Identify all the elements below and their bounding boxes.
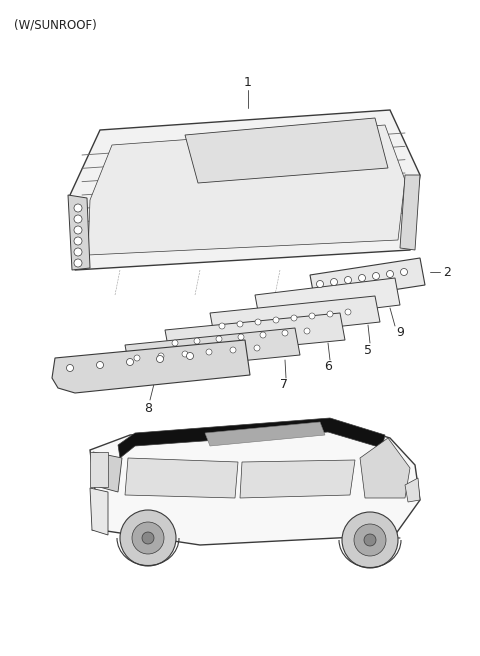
Polygon shape — [68, 195, 90, 270]
Circle shape — [400, 268, 408, 276]
Circle shape — [291, 315, 297, 321]
Circle shape — [216, 336, 222, 342]
Circle shape — [187, 352, 193, 359]
Circle shape — [359, 274, 365, 281]
Polygon shape — [185, 118, 388, 183]
Polygon shape — [210, 296, 380, 340]
Circle shape — [237, 321, 243, 327]
Circle shape — [142, 532, 154, 544]
Text: 1: 1 — [244, 77, 252, 89]
Circle shape — [238, 334, 244, 340]
Polygon shape — [70, 110, 420, 270]
Polygon shape — [52, 340, 250, 393]
Text: 5: 5 — [364, 344, 372, 356]
Circle shape — [372, 272, 380, 279]
Circle shape — [364, 534, 376, 546]
Circle shape — [206, 349, 212, 355]
Circle shape — [74, 237, 82, 245]
Polygon shape — [405, 478, 420, 502]
Circle shape — [120, 510, 176, 566]
Circle shape — [182, 351, 188, 357]
Circle shape — [273, 317, 279, 323]
Circle shape — [255, 319, 261, 325]
Circle shape — [331, 279, 337, 285]
Polygon shape — [88, 125, 405, 255]
Text: 6: 6 — [324, 361, 332, 373]
Text: 2: 2 — [443, 266, 451, 279]
Circle shape — [219, 323, 225, 329]
Polygon shape — [92, 452, 122, 492]
Circle shape — [354, 524, 386, 556]
Circle shape — [132, 522, 164, 554]
Polygon shape — [165, 313, 345, 357]
Polygon shape — [90, 488, 108, 535]
Circle shape — [74, 204, 82, 212]
Polygon shape — [255, 278, 400, 322]
Circle shape — [260, 332, 266, 338]
Polygon shape — [360, 438, 410, 498]
Polygon shape — [125, 328, 300, 372]
Polygon shape — [125, 458, 238, 498]
Circle shape — [74, 259, 82, 267]
Circle shape — [74, 215, 82, 223]
Circle shape — [156, 356, 164, 363]
Circle shape — [304, 328, 310, 334]
Circle shape — [342, 512, 398, 568]
Polygon shape — [310, 258, 425, 302]
Circle shape — [327, 311, 333, 317]
Text: (W/SUNROOF): (W/SUNROOF) — [14, 18, 97, 31]
Circle shape — [96, 361, 104, 369]
Polygon shape — [400, 175, 420, 250]
Bar — [90, 452, 108, 487]
Circle shape — [127, 358, 133, 365]
Polygon shape — [90, 420, 420, 545]
Circle shape — [345, 276, 351, 283]
Text: 7: 7 — [280, 379, 288, 392]
Circle shape — [309, 313, 315, 319]
Circle shape — [345, 309, 351, 315]
Circle shape — [74, 226, 82, 234]
Circle shape — [316, 281, 324, 287]
Circle shape — [386, 270, 394, 277]
Text: 9: 9 — [396, 327, 404, 340]
Circle shape — [74, 248, 82, 256]
Circle shape — [230, 347, 236, 353]
Circle shape — [172, 340, 178, 346]
Circle shape — [134, 355, 140, 361]
Polygon shape — [118, 418, 385, 458]
Polygon shape — [240, 460, 355, 498]
Circle shape — [254, 345, 260, 351]
Circle shape — [158, 353, 164, 359]
Text: 8: 8 — [144, 401, 152, 415]
Polygon shape — [205, 422, 325, 446]
Circle shape — [67, 365, 73, 371]
Circle shape — [194, 338, 200, 344]
Circle shape — [282, 330, 288, 336]
